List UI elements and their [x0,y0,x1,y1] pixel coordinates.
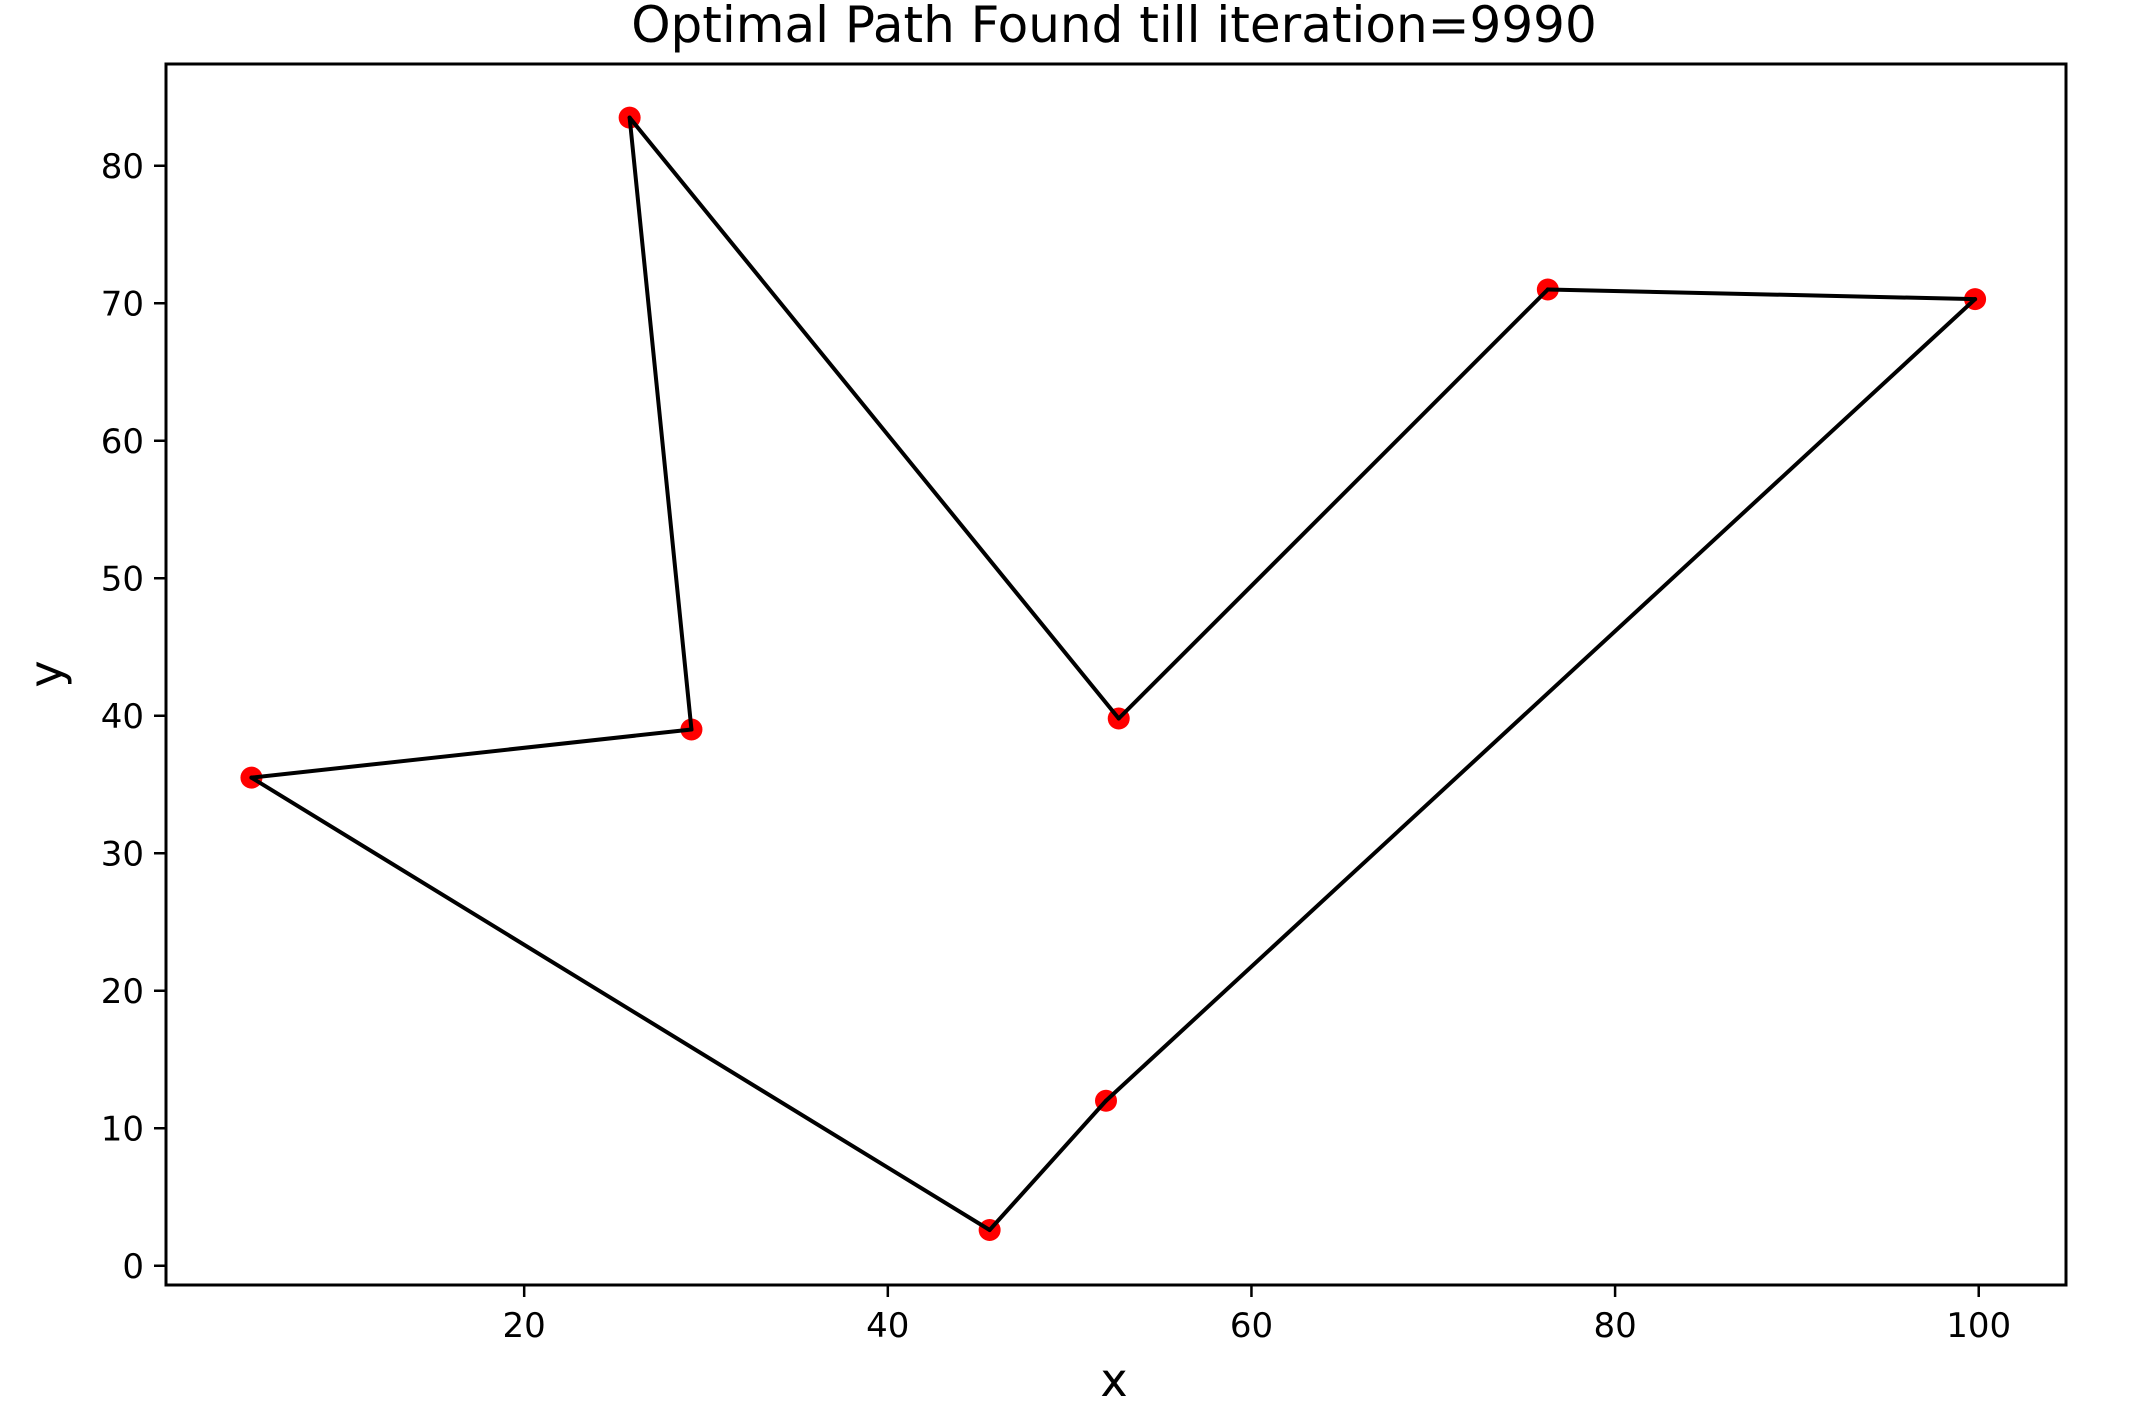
y-axis-ticks: 0 10 20 30 40 50 60 70 80 [101,147,166,1287]
path-segment [249,727,694,780]
series-layer [240,106,1987,1241]
path-segment [1545,287,1978,302]
y-tick-label: 60 [101,422,144,462]
x-axis-label: x [1100,1353,1127,1404]
x-tick-label: 20 [503,1306,546,1346]
y-tick-label: 10 [101,1109,144,1149]
x-tick-label: 60 [1230,1306,1273,1346]
y-tick-label: 50 [101,559,144,599]
y-tick-label: 40 [101,697,144,737]
x-axis-ticks: 20 40 60 80 100 [503,1285,2011,1346]
y-axis-label: y [19,660,73,687]
chart-title: Optimal Path Found till iteration=9990 [631,0,1597,54]
y-tick-label: 70 [101,284,144,324]
y-tick-label: 0 [122,1247,144,1287]
path-segment [627,115,694,732]
x-tick-label: 80 [1593,1306,1636,1346]
path-segment [1116,287,1550,721]
y-tick-label: 80 [101,147,144,187]
path-segment [249,775,992,1232]
path-segment [627,115,1121,721]
plot-frame [164,62,2068,1287]
path-segment [987,1098,1108,1232]
path-segment [1104,297,1978,1103]
x-tick-label: 40 [866,1306,909,1346]
y-tick-label: 30 [101,834,144,874]
y-tick-label: 20 [101,972,144,1012]
x-tick-label: 100 [1946,1306,2011,1346]
